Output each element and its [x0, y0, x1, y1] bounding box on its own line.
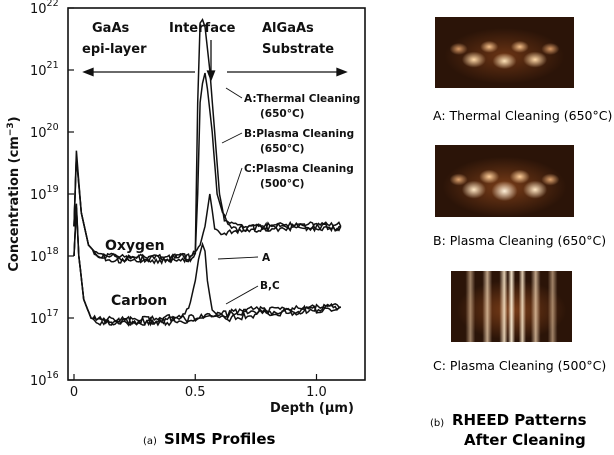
- x-axis-label: Depth (μm): [270, 401, 354, 416]
- region-right-line2: Substrate: [262, 42, 334, 57]
- rheed-image-c: [451, 271, 572, 342]
- rheed-caption-b: B: Plasma Cleaning (650°C): [433, 233, 607, 248]
- series-layer: [73, 17, 342, 327]
- series-line-oxygen-b: [73, 72, 342, 265]
- y-tick-label: 1020: [30, 122, 59, 141]
- annotation-b-line2: (650°C): [260, 143, 304, 155]
- series-line-carbon-b: [73, 207, 341, 327]
- annotation-a-line2: (650°C): [260, 108, 304, 120]
- y-tick-label: 1022: [30, 0, 59, 17]
- annotation-c-line1: C:Plasma Cleaning: [244, 163, 354, 175]
- annotation-leaders: [217, 87, 259, 305]
- region-left-line2: epi-layer: [82, 42, 147, 57]
- panel-a-caption: (a) SIMS Profiles: [143, 429, 275, 448]
- panel-a-title: SIMS Profiles: [164, 430, 276, 448]
- y-tick-label: 1018: [30, 246, 59, 265]
- annotation-b-line1: B:Plasma Cleaning: [244, 128, 354, 140]
- panel-b-title-line2: After Cleaning: [464, 431, 586, 449]
- panel-a-label: (a): [143, 436, 157, 447]
- panel-b-title-line1: RHEED Patterns: [452, 411, 587, 429]
- panel-b-label: (b): [430, 418, 445, 429]
- oxygen-label: Oxygen: [105, 238, 165, 254]
- x-tick-label: 1.0: [306, 385, 327, 400]
- panel-b-caption: (b) RHEED Patterns After Cleaning: [430, 411, 614, 455]
- rheed-caption-c: C: Plasma Cleaning (500°C): [433, 358, 607, 373]
- region-interface: Interface: [169, 21, 236, 36]
- x-tick-label: 0: [70, 385, 78, 400]
- rheed-caption-a: A: Thermal Cleaning (650°C): [433, 108, 613, 123]
- annotation-c-line2: (500°C): [260, 178, 304, 190]
- y-tick-label: 1021: [30, 60, 59, 79]
- rheed-image-a: [435, 17, 574, 88]
- annotation-a-line1: A:Thermal Cleaning: [244, 93, 360, 105]
- region-left-line1: GaAs: [92, 21, 130, 36]
- x-tick-label: 0.5: [185, 385, 206, 400]
- y-tick-label: 1019: [30, 184, 59, 203]
- y-tick-label: 1016: [30, 370, 59, 389]
- series-line-oxygen-c: [73, 156, 341, 264]
- y-tick-label: 1017: [30, 308, 59, 327]
- annotation-carbon-a: A: [262, 252, 271, 264]
- axis-ticks: 1016 1017 1018 1019 1020 1021 1022 0 0.5 1.0: [30, 0, 327, 400]
- carbon-label: Carbon: [111, 293, 167, 309]
- y-axis-label: Concentration (cm−3): [6, 116, 22, 271]
- rheed-image-b: [435, 145, 574, 217]
- annotation-carbon-bc: B,C: [260, 280, 280, 292]
- region-arrows: [82, 40, 348, 82]
- region-right-line1: AlGaAs: [262, 21, 314, 36]
- series-line-carbon-c: [73, 207, 342, 327]
